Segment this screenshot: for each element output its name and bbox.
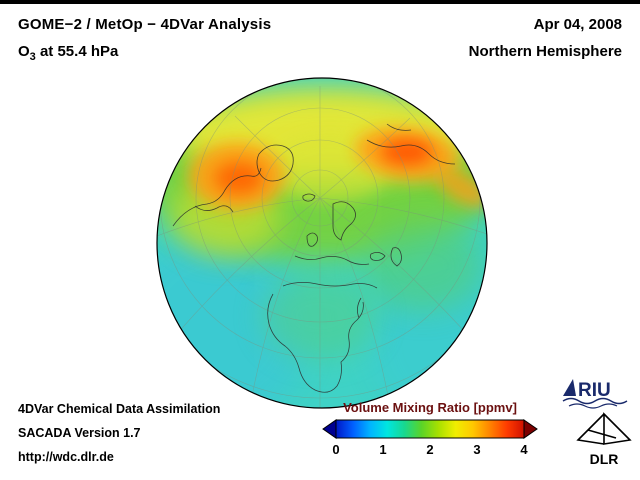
- tick-label-4: 4: [520, 442, 528, 457]
- riu-wave-icon: [562, 397, 628, 405]
- colorbar-left-arrow: [322, 419, 337, 439]
- credit-line-url: http://wdc.dlr.de: [18, 450, 114, 464]
- tick-label-2: 2: [426, 442, 434, 457]
- credit-line-assimilation: 4DVar Chemical Data Assimilation: [18, 402, 221, 416]
- dlr-logo-text: DLR: [590, 451, 619, 467]
- footer-credits: 4DVar Chemical Data Assimilation SACADA …: [18, 397, 220, 469]
- colorbar-gradient-bar: [335, 419, 525, 439]
- tick-label-0: 0: [332, 442, 340, 457]
- top-border-rule: [0, 0, 640, 4]
- dlr-logo: DLR: [574, 410, 634, 473]
- riu-logo: RIU: [560, 376, 634, 415]
- dlr-signet-icon: [576, 412, 632, 445]
- colorbar-right-arrow: [523, 419, 538, 439]
- tick-label-1: 1: [379, 442, 387, 457]
- riu-triangle-icon: [563, 379, 576, 396]
- header-right: Apr 04, 2008 Northern Hemisphere: [469, 16, 622, 60]
- figure-subtitle: O3 at 55.4 hPa: [18, 43, 271, 63]
- hemisphere-label: Northern Hemisphere: [468, 43, 622, 60]
- header-left: GOME−2 / MetOp − 4DVar Analysis O3 at 55…: [18, 16, 271, 63]
- colorbar-tick-labels: 0 1 2 3 4: [322, 442, 538, 458]
- globe-outline: [156, 77, 488, 409]
- analysis-date: Apr 04, 2008: [533, 16, 622, 33]
- globe-svg: [156, 77, 488, 409]
- riu-logo-text: RIU: [578, 380, 611, 401]
- pressure-level: at 55.4 hPa: [35, 43, 119, 60]
- colorbar-title: Volume Mixing Ratio [ppmv]: [343, 400, 517, 415]
- tick-label-3: 3: [473, 442, 481, 457]
- globe-map: [155, 76, 489, 410]
- credit-line-version: SACADA Version 1.7: [18, 426, 141, 440]
- figure-title: GOME−2 / MetOp − 4DVar Analysis: [18, 16, 272, 33]
- colorbar: [322, 419, 538, 439]
- riu-wave2-icon: [568, 403, 618, 409]
- species-subscript: 3: [29, 51, 36, 63]
- species-symbol: O: [18, 43, 30, 60]
- coastlines: [172, 123, 456, 393]
